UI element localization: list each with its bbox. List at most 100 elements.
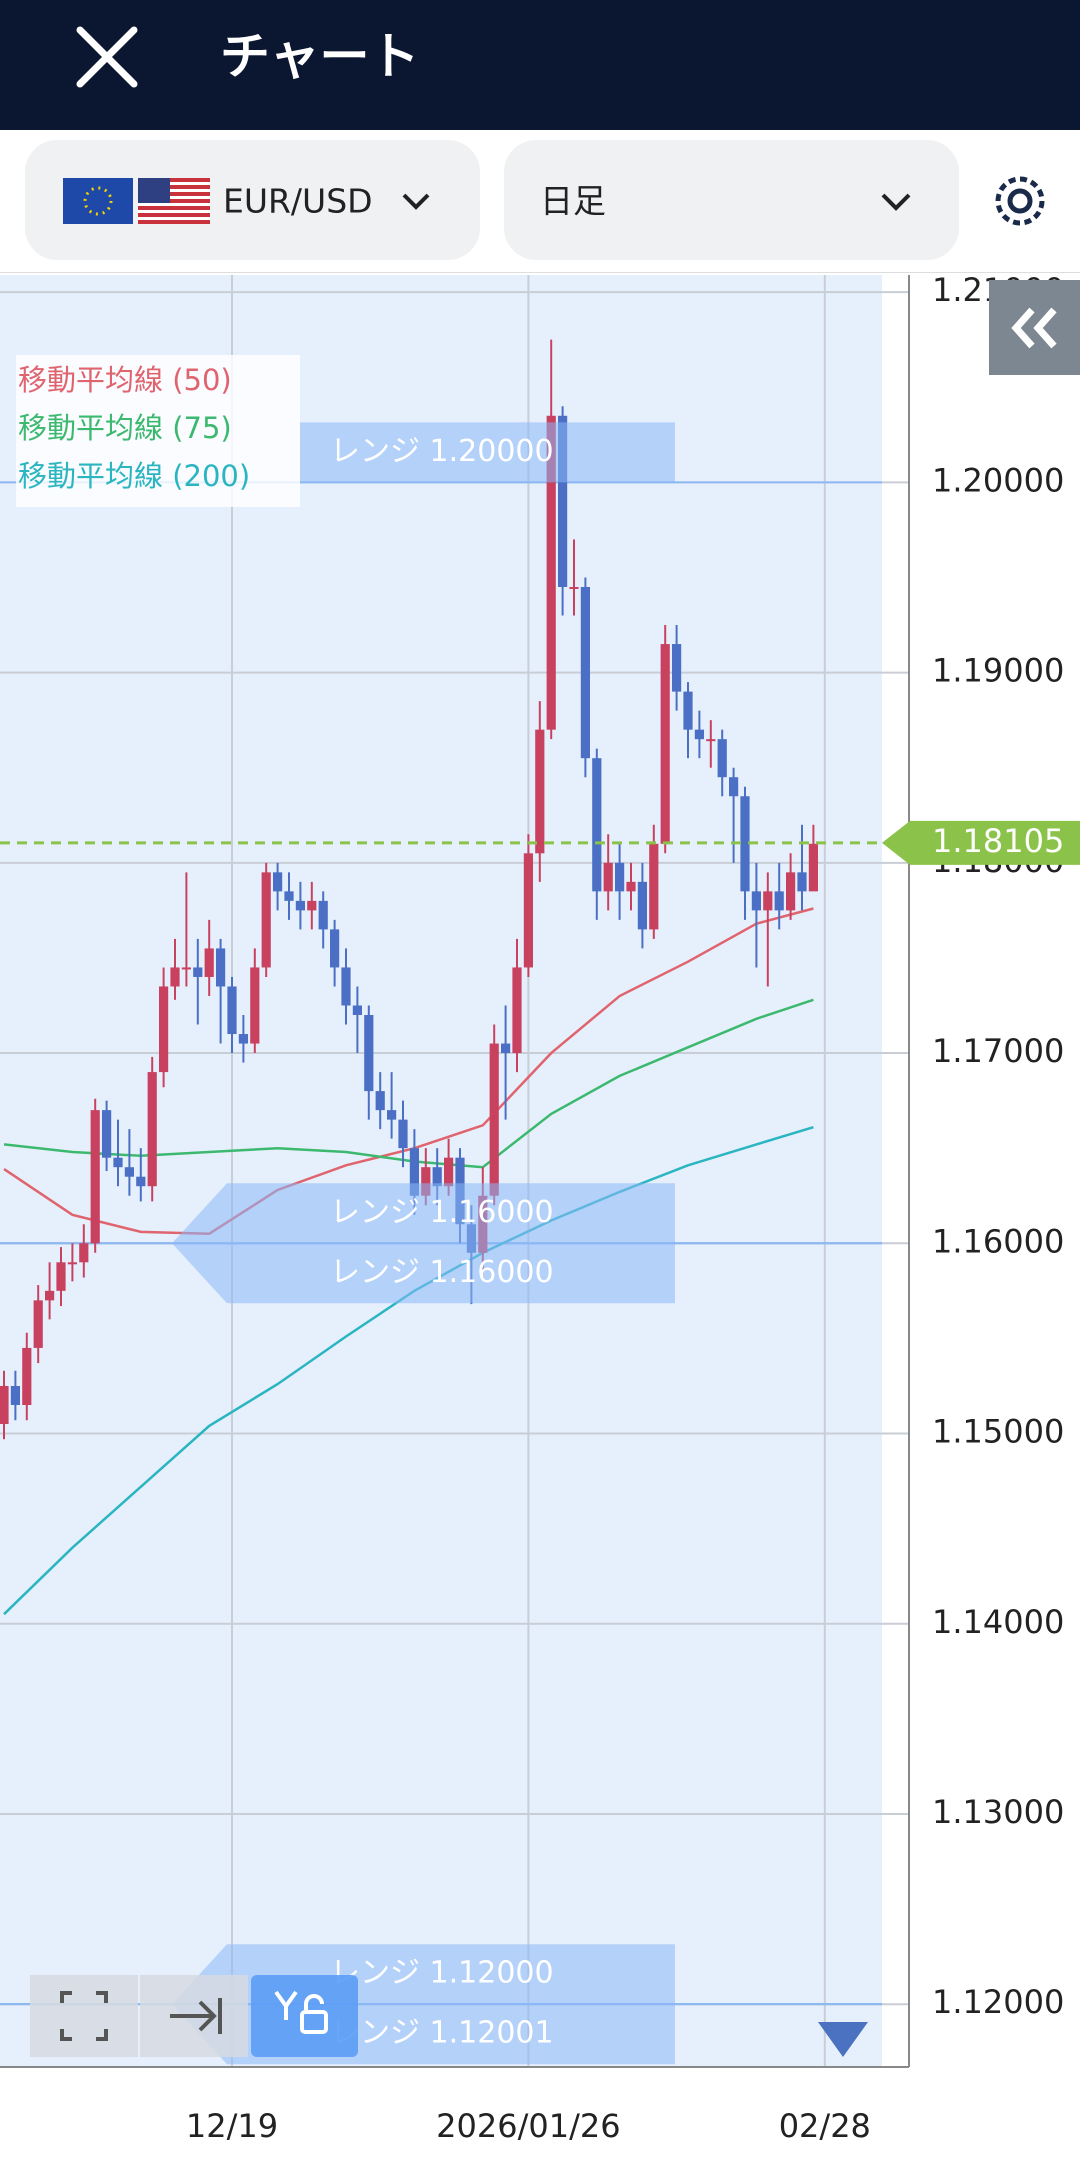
scroll-down-button[interactable] <box>818 2022 868 2057</box>
close-button[interactable] <box>76 26 138 88</box>
candle-body <box>22 1347 32 1405</box>
chevron <box>402 193 430 210</box>
candle-body <box>216 948 226 987</box>
candle-body <box>603 862 613 892</box>
legend-box <box>16 355 300 507</box>
fullscreen-button[interactable] <box>30 1975 138 2057</box>
x-tick-label: 12/19 <box>186 2107 278 2145</box>
candle-body <box>102 1110 112 1158</box>
candle-body <box>523 853 533 968</box>
y-tick-label: 1.16000 <box>932 1222 1064 1260</box>
current-price-tag <box>882 820 1080 865</box>
current-price-label: 1.18105 <box>932 822 1064 860</box>
candle-body <box>193 967 203 977</box>
timeframe-label: 日足 <box>540 182 606 221</box>
scroll-end-button[interactable] <box>140 1975 248 2057</box>
candle-body <box>307 900 317 911</box>
candle-body <box>694 729 704 740</box>
timeframe-selector[interactable] <box>504 140 959 260</box>
candle-body <box>227 986 237 1035</box>
candle-body <box>261 872 271 968</box>
level-label: レンジ 1.16000 <box>330 1195 554 1230</box>
candle-body <box>136 1176 146 1187</box>
pair-label: EUR/USD <box>223 182 373 221</box>
level-label: レンジ 1.12001 <box>330 2016 554 2051</box>
candle-body <box>204 948 214 977</box>
candle-body <box>649 843 659 930</box>
candle-body <box>67 1262 77 1265</box>
divider <box>0 272 1080 273</box>
candle-body <box>387 1110 397 1120</box>
candle-body <box>352 1005 362 1016</box>
candle-body <box>421 1167 431 1196</box>
candle-body <box>626 881 636 892</box>
level-label: レンジ 1.16000 <box>330 1255 554 1290</box>
candle-body <box>740 796 750 892</box>
candle-body <box>580 586 590 759</box>
candle-body <box>489 1043 499 1196</box>
candle-body <box>512 967 522 1054</box>
candle-body <box>672 644 682 692</box>
y-lock-button[interactable] <box>251 1975 358 2057</box>
candle-body <box>181 967 191 970</box>
candle-body <box>706 739 716 742</box>
candle-body <box>159 986 169 1073</box>
candle-body <box>592 758 602 892</box>
y-tick-label: 1.20000 <box>932 461 1064 499</box>
level-label: レンジ 1.12000 <box>330 1956 554 1991</box>
legend-entry: 移動平均線 (200) <box>18 459 250 493</box>
candle-body <box>660 644 670 844</box>
collapse-button[interactable] <box>989 280 1080 375</box>
level-label-box <box>172 1183 675 1304</box>
candle-body <box>774 891 784 911</box>
candle-body <box>90 1110 100 1244</box>
candle-body <box>273 872 283 892</box>
candle-body <box>124 1167 134 1177</box>
candle-body <box>546 415 556 730</box>
plot-area: レンジ 1.20000 レンジ 1.16000 レンジ 1.16000 レンジ 1.1… <box>0 271 1080 2145</box>
y-tick-label: 1.12000 <box>932 1983 1064 2021</box>
candle-body <box>683 691 693 730</box>
candle-body <box>797 872 807 892</box>
candle-body <box>147 1072 157 1187</box>
candle-body <box>33 1300 43 1348</box>
level-label-box <box>300 422 675 483</box>
pair-selector[interactable] <box>25 140 480 260</box>
header-bar <box>0 0 1080 130</box>
y-tick-label: 1.15000 <box>932 1413 1064 1451</box>
candle-body <box>432 1167 442 1187</box>
eu-flag <box>63 178 133 224</box>
header-title: チャート <box>220 28 420 86</box>
candle-body <box>535 729 545 854</box>
legend-entry: 移動平均線 (75) <box>18 411 232 445</box>
candle-body <box>250 967 260 1044</box>
candle-body <box>558 415 568 587</box>
candle-body <box>444 1157 454 1187</box>
candle-body <box>808 843 818 892</box>
candle-body <box>170 967 180 987</box>
candle-body <box>763 891 773 911</box>
candle-body <box>637 881 647 930</box>
x-tick-label: 02/28 <box>779 2107 871 2145</box>
candle-body <box>501 1043 511 1054</box>
candle-body <box>409 1148 419 1196</box>
legend-entry: 移動平均線 (50) <box>18 363 232 397</box>
candle-body <box>238 1034 248 1044</box>
y-tick-label: 1.13000 <box>932 1793 1064 1831</box>
settings-button[interactable] <box>995 176 1045 226</box>
candle-body <box>341 967 351 1006</box>
y-tick-label: 1.14000 <box>932 1603 1064 1641</box>
candle-body <box>45 1290 55 1301</box>
candle-body <box>295 900 305 911</box>
candle-body <box>79 1243 89 1263</box>
candle-body <box>615 862 625 892</box>
candle-body <box>786 872 796 911</box>
candle-body <box>0 1385 9 1425</box>
candle-body <box>375 1091 385 1111</box>
candle-body <box>729 777 739 797</box>
candle-body <box>364 1015 374 1092</box>
y-tick-label: 1.19000 <box>932 652 1064 690</box>
candle-body <box>284 891 294 901</box>
